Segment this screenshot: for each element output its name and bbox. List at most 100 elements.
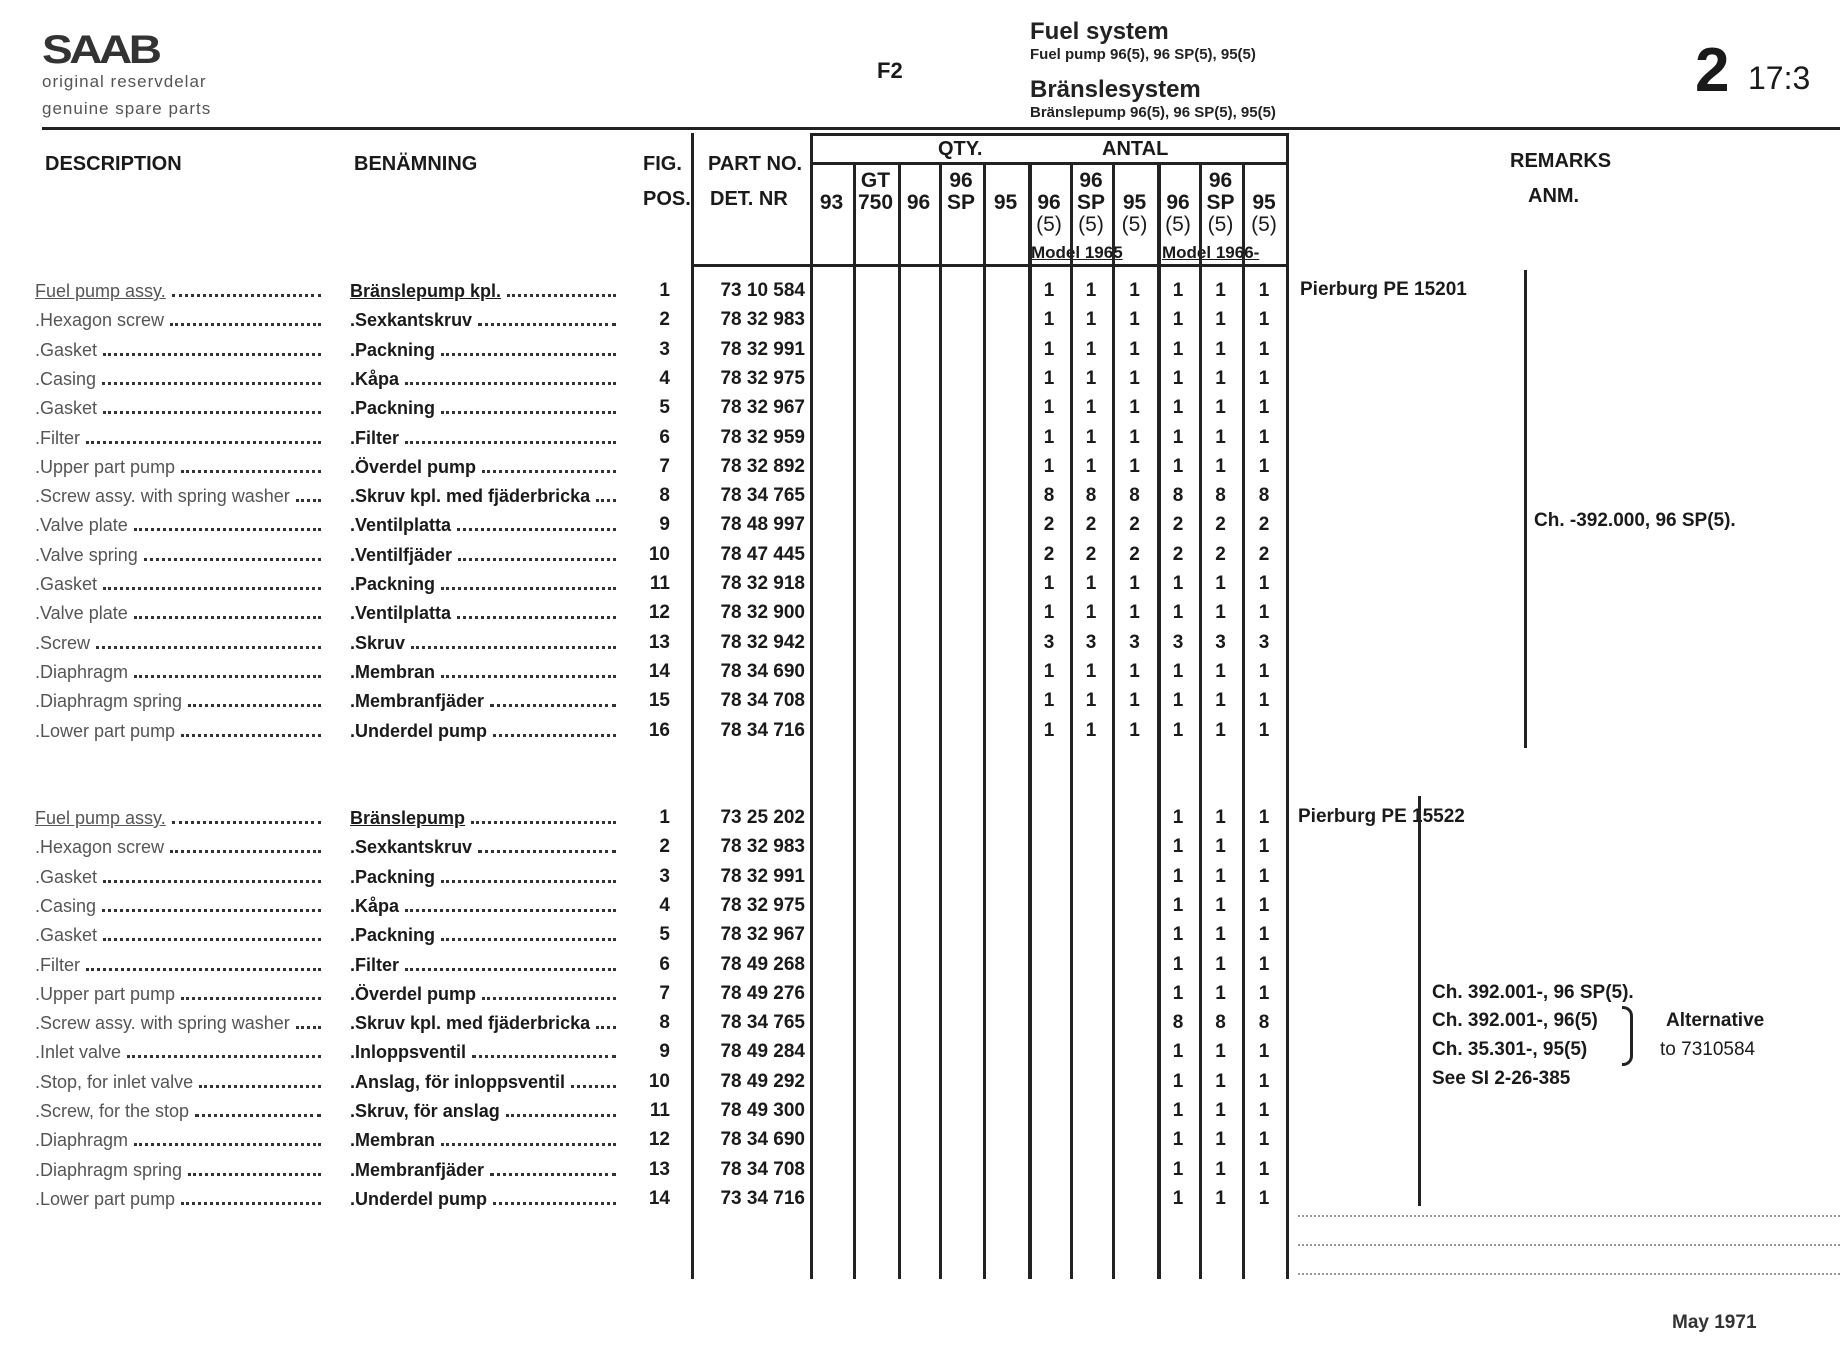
row-quantity: 3 [1085,631,1097,653]
row-part-number: 73 34 716 [720,1187,805,1209]
row-benamning: .Packning [350,336,620,364]
row-quantity: 1 [1215,602,1226,624]
leader-dots [411,629,616,649]
subtitle-english: Fuel pump 96(5), 96 SP(5), 95(5) [1030,46,1256,63]
benamning-text: .Sexkantskruv [350,310,473,331]
model-header-sub: (5) [1036,213,1062,236]
leader-dots [471,804,616,824]
row-quantity: 1 [1258,397,1270,419]
benamning-text: Bränslepump kpl. [350,281,502,301]
row-quantity: 8 [1085,485,1097,507]
description-text: .Screw assy. with spring washer [35,486,290,507]
grid-line [1070,162,1073,1279]
row-quantity: 1 [1258,953,1270,975]
row-part-number: 78 48 997 [720,514,805,536]
model-header-sub: (5) [1165,213,1191,236]
row-description: .Diaphragm spring [35,1156,325,1184]
row-description: .Casing [35,365,325,393]
row-quantity: 2 [1258,514,1270,536]
row-part-number: 78 32 983 [720,309,805,331]
row-quantity: 1 [1172,426,1184,448]
remark-line [1298,1273,1840,1275]
row-quantity: 1 [1043,455,1055,477]
row-quantity: 1 [1085,309,1097,331]
row-quantity: 1 [1172,602,1184,624]
leader-dots [295,482,321,503]
row-benamning: .Skruv kpl. med fjäderbricka [350,482,620,510]
col-anm: ANM. [1528,185,1580,207]
remark-chassis: See SI 2-26-385 [1432,1068,1571,1089]
row-part-number: 78 32 983 [720,836,805,858]
row-quantity: 1 [1258,982,1270,1004]
description-text: .Casing [35,368,97,389]
row-quantity: 2 [1129,514,1140,536]
row-part-number: 78 32 967 [720,924,805,946]
row-quantity: 1 [1043,397,1055,419]
row-quantity: 8 [1258,485,1270,507]
row-description: .Valve plate [35,599,325,627]
row-quantity: 8 [1172,1012,1184,1034]
description-text: .Hexagon screw [35,310,165,331]
row-quantity: 2 [1172,514,1184,536]
row-quantity: 1 [1043,309,1055,331]
leader-dots [170,833,321,854]
leader-dots [171,277,321,297]
remark-pierburg-15522: Pierburg PE 15522 [1298,806,1465,827]
row-description: .Casing [35,892,325,920]
row-benamning: .Sexkantskruv [350,833,620,861]
row-quantity: 1 [1258,690,1270,712]
row-description: Fuel pump assy. [35,277,325,305]
row-benamning: .Sexkantskruv [350,306,620,334]
row-quantity: 1 [1172,1158,1184,1180]
remark-chassis: Ch. -392.000, 96 SP(5). [1534,510,1736,531]
description-text: .Filter [35,427,80,448]
row-part-number: 78 34 765 [720,485,805,507]
row-quantity: 1 [1258,1070,1270,1092]
leader-dots [441,921,616,942]
row-benamning: .Underdel pump [350,1185,620,1213]
tagline-swedish: original reservdelar [42,72,207,91]
row-quantity: 1 [1215,367,1226,389]
row-description: .Valve spring [35,541,325,569]
leader-dots [478,833,616,854]
row-benamning: Bränslepump kpl. [350,277,620,305]
row-description: .Hexagon screw [35,306,325,334]
model-1965-label: Model 1965 [1031,243,1123,262]
grid-line [1286,133,1289,1279]
model-header: SP [946,191,975,214]
remark-alternative: Alternative [1666,1010,1765,1031]
row-quantity: 1 [1215,1100,1226,1121]
row-quantity: 1 [1043,426,1055,448]
row-quantity: 1 [1129,367,1140,389]
benamning-text: .Filter [350,427,400,448]
row-quantity: 3 [1043,631,1055,653]
row-quantity: 1 [1172,1187,1184,1209]
row-quantity: 1 [1215,924,1226,946]
row-quantity: 1 [1129,455,1140,477]
row-quantity: 2 [1215,543,1226,565]
row-position: 11 [649,1100,670,1121]
row-quantity: 1 [1172,455,1184,477]
remark-chassis: Ch. 35.301-, 95(5) [1432,1039,1588,1060]
description-text: .Lower part pump [35,1188,176,1209]
description-text: .Diaphragm [35,661,129,682]
leader-dots [170,306,321,327]
row-quantity: 2 [1043,514,1055,536]
description-text: .Casing [35,895,97,916]
row-quantity: 1 [1085,719,1097,741]
col-remarks: REMARKS [1510,150,1612,172]
row-quantity: 3 [1215,631,1226,653]
model-header-top: GT [860,169,891,192]
remark-brace [1622,1006,1633,1066]
row-quantity: 2 [1258,543,1270,565]
row-description: .Diaphragm [35,658,325,686]
row-part-number: 78 32 991 [720,338,805,360]
tagline-english: genuine spare parts [42,99,212,118]
row-quantity: 3 [1129,631,1140,653]
model-header-sub: (5) [1251,213,1277,236]
row-benamning: .Kåpa [350,892,620,920]
model-header-sub: (5) [1207,213,1234,236]
leader-dots [457,599,616,620]
page-number-minor: 17:3 [1748,60,1811,96]
grid-line [1028,162,1032,1279]
